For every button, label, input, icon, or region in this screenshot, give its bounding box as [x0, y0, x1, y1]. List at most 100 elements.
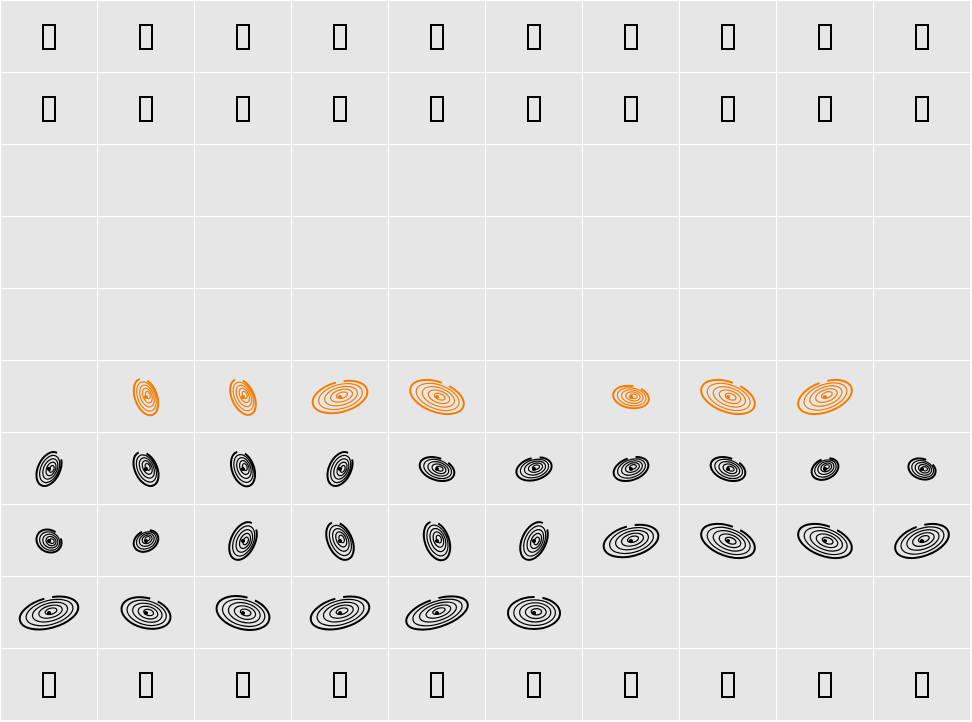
glyph-cell — [195, 217, 291, 288]
glyph-cell — [874, 289, 970, 360]
glyph-cell — [1, 505, 97, 576]
spiral-glyph — [810, 456, 840, 481]
glyph-cell — [292, 217, 388, 288]
glyph-cell — [680, 73, 776, 144]
glyph-cell — [389, 145, 485, 216]
spiral-glyph — [418, 455, 456, 482]
missing-glyph-box — [915, 95, 929, 122]
glyph-cell — [292, 289, 388, 360]
missing-glyph-box — [624, 95, 638, 122]
glyph-cell — [292, 145, 388, 216]
missing-glyph-box — [624, 671, 638, 698]
missing-glyph-box — [721, 671, 735, 698]
glyph-cell — [583, 577, 679, 648]
missing-glyph-box — [139, 95, 153, 122]
missing-glyph-box — [42, 23, 56, 50]
glyph-cell — [680, 433, 776, 504]
glyph-cell — [874, 649, 970, 720]
spiral-glyph — [228, 520, 258, 561]
missing-glyph-box — [527, 95, 541, 122]
glyph-cell — [486, 289, 582, 360]
glyph-cell — [1, 433, 97, 504]
glyph-cell — [98, 649, 194, 720]
spiral-glyph — [35, 450, 63, 487]
glyph-cell — [389, 649, 485, 720]
spiral-glyph — [18, 595, 80, 630]
missing-glyph-box — [527, 671, 541, 698]
spiral-glyph — [602, 523, 660, 558]
glyph-cell — [1, 289, 97, 360]
missing-glyph-box — [624, 23, 638, 50]
glyph-cell — [583, 433, 679, 504]
missing-glyph-box — [236, 95, 250, 122]
glyph-cell — [583, 217, 679, 288]
glyph-cell — [583, 505, 679, 576]
glyph-cell — [777, 649, 873, 720]
spiral-glyph-orange — [132, 377, 160, 416]
glyph-cell — [1, 649, 97, 720]
glyph-cell — [777, 433, 873, 504]
spiral-glyph-orange — [612, 384, 650, 409]
glyph-cell — [486, 433, 582, 504]
spiral-glyph — [132, 450, 160, 487]
glyph-cell — [486, 1, 582, 72]
missing-glyph-box — [139, 23, 153, 50]
missing-glyph-box — [430, 23, 444, 50]
spiral-glyph — [120, 595, 172, 630]
glyph-cell — [1, 577, 97, 648]
spiral-glyph — [907, 456, 937, 481]
missing-glyph-box — [915, 23, 929, 50]
glyph-cell — [98, 1, 194, 72]
glyph-cell — [389, 1, 485, 72]
glyph-cell — [195, 73, 291, 144]
missing-glyph-box — [430, 95, 444, 122]
missing-glyph-box — [42, 95, 56, 122]
glyph-cell — [680, 649, 776, 720]
glyph-cell — [680, 577, 776, 648]
glyph-cell — [98, 73, 194, 144]
spiral-glyph — [405, 594, 469, 631]
glyph-cell — [583, 649, 679, 720]
glyph-cell — [1, 217, 97, 288]
glyph-cell — [292, 577, 388, 648]
glyph-cell — [874, 1, 970, 72]
spiral-glyph — [132, 528, 160, 553]
glyph-cell — [98, 145, 194, 216]
glyph-cell — [486, 361, 582, 432]
glyph-cell — [486, 505, 582, 576]
spiral-glyph-orange — [311, 379, 369, 414]
glyph-cell — [98, 289, 194, 360]
glyph-cell — [98, 217, 194, 288]
glyph-cell — [680, 1, 776, 72]
glyph-cell — [583, 73, 679, 144]
glyph-cell — [292, 505, 388, 576]
spiral-glyph — [325, 520, 355, 561]
glyph-cell — [777, 577, 873, 648]
glyph-cell — [680, 145, 776, 216]
glyph-cell — [777, 217, 873, 288]
glyph-cell — [583, 1, 679, 72]
glyph-cell — [1, 145, 97, 216]
glyph-cell — [195, 361, 291, 432]
glyph-cell — [292, 73, 388, 144]
spiral-glyph-orange — [797, 378, 853, 415]
glyph-cell — [292, 361, 388, 432]
glyph-cell — [777, 1, 873, 72]
missing-glyph-box — [333, 23, 347, 50]
spiral-glyph-orange — [409, 378, 465, 415]
glyph-cell — [389, 433, 485, 504]
missing-glyph-box — [236, 671, 250, 698]
glyph-cell — [195, 145, 291, 216]
glyph-cell — [292, 433, 388, 504]
glyph-cell — [874, 217, 970, 288]
missing-glyph-box — [915, 671, 929, 698]
missing-glyph-box — [42, 671, 56, 698]
glyph-cell — [389, 577, 485, 648]
glyph-cell — [777, 361, 873, 432]
missing-glyph-box — [139, 671, 153, 698]
glyph-cell — [1, 1, 97, 72]
missing-glyph-box — [818, 23, 832, 50]
missing-glyph-box — [721, 23, 735, 50]
glyph-cell — [777, 73, 873, 144]
